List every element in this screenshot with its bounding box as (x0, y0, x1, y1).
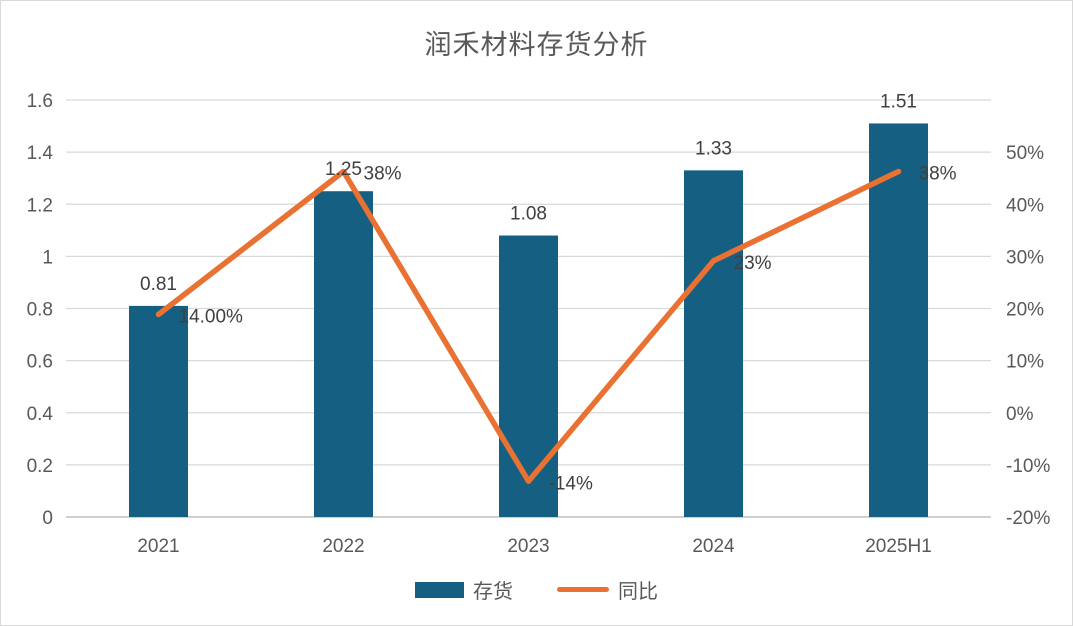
right-axis-tick: 0% (1006, 404, 1034, 425)
x-axis-label: 2025H1 (865, 536, 932, 557)
left-axis-tick: 0.8 (27, 300, 53, 321)
right-axis-tick: 10% (1006, 352, 1044, 373)
legend-label-inventory: 存货 (473, 581, 513, 603)
yoy-line (155, 168, 902, 485)
left-axis-tick: 1.4 (27, 143, 54, 164)
line-value-label: 14.00% (179, 306, 244, 327)
left-axis-tick: 0.4 (27, 404, 54, 425)
legend: 存货 同比 (1, 575, 1072, 604)
legend-label-yoy: 同比 (618, 581, 658, 603)
x-axis-label: 2022 (322, 536, 364, 557)
inventory-bar (869, 123, 928, 518)
inventory-bar (499, 235, 558, 517)
bar-value-label: 1.25 (325, 159, 362, 180)
bar-value-label: 1.33 (695, 138, 732, 159)
right-axis-tick: -10% (1006, 456, 1050, 477)
x-axis-label: 2024 (692, 536, 735, 557)
line-value-label: 38% (364, 163, 402, 184)
line-value-label: 23% (734, 253, 772, 274)
left-axis-tick: 0.6 (27, 352, 53, 373)
left-axis-tick: 0.2 (27, 456, 53, 477)
right-axis-tick: 20% (1006, 300, 1044, 321)
inventory-bar-swatch (415, 581, 464, 598)
inventory-bar (129, 305, 188, 517)
left-axis-tick: 1 (42, 247, 53, 268)
legend-item-inventory: 存货 (415, 575, 513, 604)
bar-value-label: 0.81 (140, 274, 177, 295)
x-axis-label: 2021 (137, 536, 179, 557)
left-axis-tick: 1.6 (27, 91, 53, 112)
inventory-bar (314, 191, 373, 517)
line-value-label: -14% (549, 473, 593, 494)
right-axis-tick: 40% (1006, 195, 1044, 216)
bar-value-label: 1.08 (510, 204, 547, 225)
inventory-bar (684, 170, 743, 517)
chart-title: 润禾材料存货分析 (424, 30, 649, 60)
legend-item-yoy: 同比 (557, 575, 658, 604)
bar-value-label: 1.51 (880, 91, 917, 112)
right-axis-tick: 30% (1006, 247, 1044, 268)
x-axis-label: 2023 (507, 536, 549, 557)
left-axis-tick: 0 (42, 508, 53, 529)
yoy-line-swatch (557, 587, 609, 592)
right-axis-tick: -20% (1006, 508, 1050, 529)
line-value-label: 38% (919, 163, 957, 184)
right-axis-tick: 50% (1006, 143, 1044, 164)
left-axis-tick: 1.2 (27, 195, 53, 216)
